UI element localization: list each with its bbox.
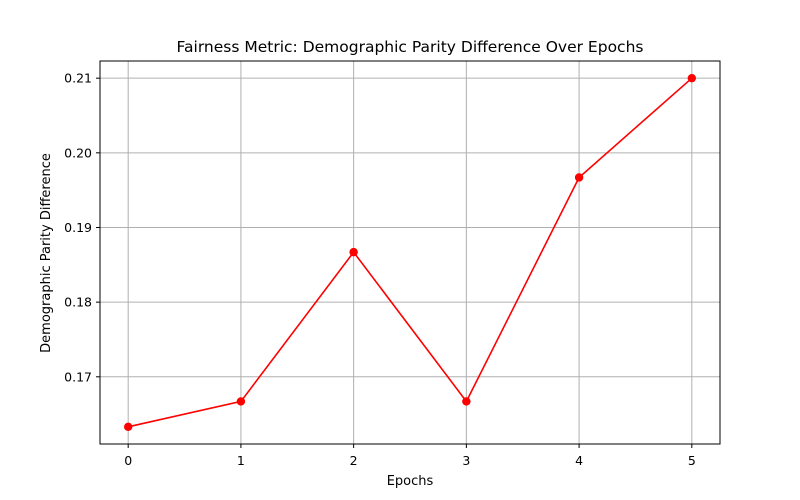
data-point [687,73,697,83]
x-tick-label: 1 [237,453,245,468]
x-tick-label: 0 [124,453,132,468]
series [123,73,697,432]
grid [100,61,720,444]
x-axis-label: Epochs [387,474,434,489]
data-point [349,247,358,257]
chart-title: Fairness Metric: Demographic Parity Diff… [177,38,644,56]
y-tick-label: 0.17 [64,369,92,384]
y-tick-label: 0.18 [64,295,92,310]
x-tick-label: 4 [575,453,583,468]
y-axis-label: Demographic Parity Difference [39,153,54,353]
series-line [128,77,693,428]
x-tick-label: 2 [350,453,358,468]
data-point [574,173,584,182]
axes: 0 1 2 3 4 5 0.17 0.18 0.19 0.20 0.21 [64,60,721,468]
data-point [462,397,471,406]
data-point [236,397,246,406]
y-tick-label: 0.19 [64,220,92,235]
x-tick-label: 5 [688,453,696,468]
x-tick-label: 3 [462,453,470,468]
plot-frame [99,60,721,445]
y-tick-label: 0.21 [64,71,92,86]
data-point [123,422,133,432]
y-tick-label: 0.20 [64,145,92,160]
